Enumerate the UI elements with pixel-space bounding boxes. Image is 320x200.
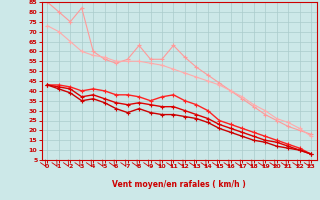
X-axis label: Vent moyen/en rafales ( km/h ): Vent moyen/en rafales ( km/h ): [112, 180, 246, 189]
